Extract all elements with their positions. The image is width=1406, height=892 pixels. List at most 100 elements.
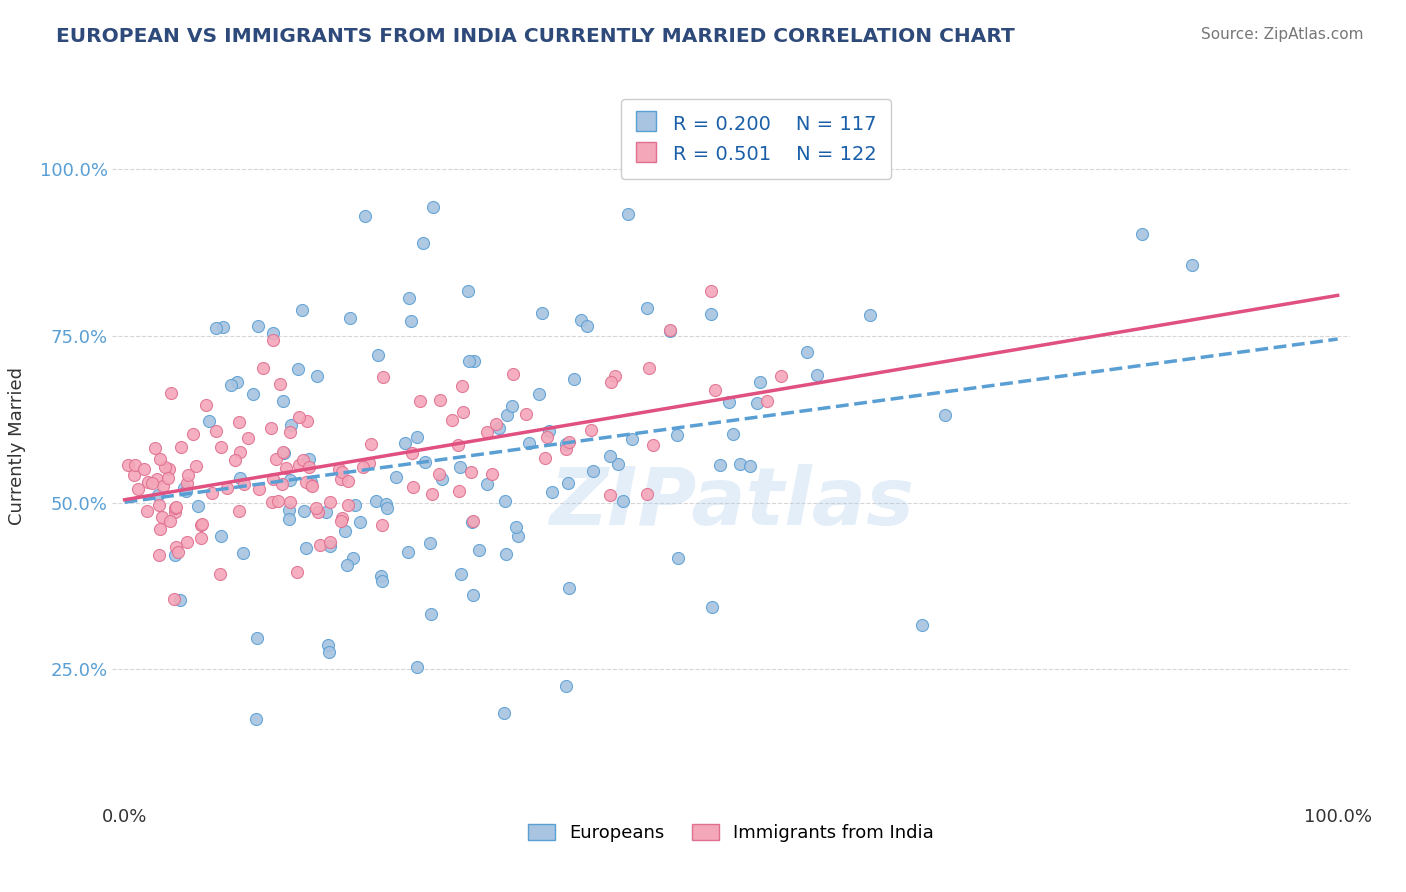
- Point: [420, 487, 443, 501]
- Point: [157, 462, 180, 476]
- Point: [305, 501, 328, 516]
- Point: [247, 482, 270, 496]
- Point: [342, 550, 364, 565]
- Point: [429, 392, 451, 407]
- Point: [475, 425, 498, 439]
- Point: [242, 387, 264, 401]
- Point: [273, 446, 295, 460]
- Point: [173, 482, 195, 496]
- Point: [515, 407, 537, 421]
- Point: [277, 503, 299, 517]
- Point: [117, 458, 139, 472]
- Point: [170, 440, 193, 454]
- Point: [531, 306, 554, 320]
- Point: [246, 631, 269, 645]
- Point: [274, 460, 297, 475]
- Point: [176, 484, 198, 499]
- Point: [298, 459, 321, 474]
- Point: [291, 302, 314, 317]
- Point: [451, 379, 474, 393]
- Point: [187, 499, 209, 513]
- Point: [366, 494, 388, 508]
- Point: [422, 200, 444, 214]
- Point: [859, 308, 882, 322]
- Point: [204, 424, 226, 438]
- Point: [477, 476, 499, 491]
- Text: Source: ZipAtlas.com: Source: ZipAtlas.com: [1201, 27, 1364, 42]
- Point: [260, 494, 283, 508]
- Point: [163, 501, 186, 516]
- Point: [457, 284, 479, 298]
- Point: [360, 437, 382, 451]
- Point: [501, 400, 523, 414]
- Point: [599, 449, 621, 463]
- Point: [1181, 258, 1204, 272]
- Point: [413, 455, 436, 469]
- Point: [155, 459, 177, 474]
- Legend: Europeans, Immigrants from India: Europeans, Immigrants from India: [519, 814, 943, 851]
- Point: [371, 574, 394, 588]
- Point: [451, 405, 474, 419]
- Point: [236, 431, 259, 445]
- Point: [136, 475, 159, 489]
- Point: [190, 531, 212, 545]
- Point: [934, 409, 956, 423]
- Point: [911, 617, 934, 632]
- Point: [246, 318, 269, 333]
- Point: [352, 460, 374, 475]
- Point: [659, 322, 682, 336]
- Point: [612, 494, 634, 508]
- Point: [288, 409, 311, 424]
- Point: [399, 314, 422, 328]
- Point: [209, 440, 232, 454]
- Point: [505, 520, 527, 534]
- Point: [298, 452, 321, 467]
- Point: [506, 529, 529, 543]
- Point: [375, 497, 398, 511]
- Point: [394, 435, 416, 450]
- Point: [295, 414, 318, 428]
- Point: [339, 310, 361, 325]
- Point: [228, 445, 250, 459]
- Point: [747, 396, 769, 410]
- Point: [396, 545, 419, 559]
- Point: [461, 515, 484, 529]
- Point: [231, 546, 253, 560]
- Point: [201, 486, 224, 500]
- Point: [228, 471, 250, 485]
- Point: [488, 421, 510, 435]
- Point: [738, 458, 761, 473]
- Point: [165, 500, 187, 514]
- Point: [806, 368, 828, 383]
- Point: [494, 494, 516, 508]
- Point: [333, 524, 356, 538]
- Point: [398, 291, 420, 305]
- Point: [617, 207, 640, 221]
- Point: [205, 320, 228, 334]
- Point: [562, 372, 585, 386]
- Point: [292, 504, 315, 518]
- Point: [280, 417, 302, 432]
- Point: [384, 470, 406, 484]
- Point: [305, 368, 328, 383]
- Point: [700, 307, 723, 321]
- Point: [146, 488, 169, 502]
- Point: [156, 471, 179, 485]
- Point: [485, 417, 508, 431]
- Y-axis label: Currently Married: Currently Married: [7, 367, 25, 525]
- Point: [318, 645, 340, 659]
- Point: [145, 472, 167, 486]
- Text: ZIPatlas: ZIPatlas: [548, 464, 914, 542]
- Point: [165, 540, 187, 554]
- Point: [554, 436, 576, 450]
- Point: [266, 494, 288, 508]
- Point: [262, 472, 284, 486]
- Point: [450, 566, 472, 581]
- Point: [209, 529, 232, 543]
- Point: [260, 421, 283, 435]
- Point: [517, 435, 540, 450]
- Point: [278, 511, 301, 525]
- Point: [278, 495, 301, 509]
- Point: [136, 504, 159, 518]
- Point: [371, 370, 394, 384]
